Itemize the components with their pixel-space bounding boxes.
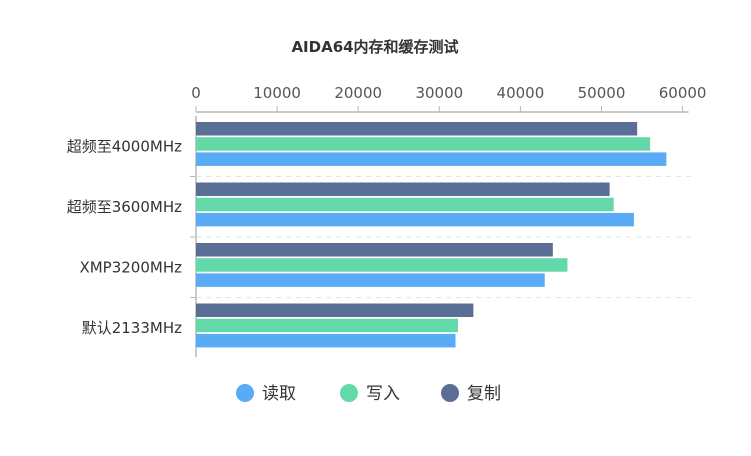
- x-tick-label: 30000: [415, 84, 463, 102]
- legend-label: 复制: [467, 384, 501, 404]
- legend-label: 读取: [262, 384, 296, 404]
- x-tick-label: 10000: [253, 84, 301, 102]
- y-category-label: XMP3200MHz: [79, 258, 182, 276]
- y-category-label: 超频至3600MHz: [67, 198, 182, 216]
- grid-layer: [196, 176, 695, 298]
- bar-1-0: [196, 137, 651, 151]
- x-tick-label: 60000: [659, 84, 707, 102]
- bar-1-3: [196, 318, 458, 333]
- x-tick-label: 20000: [334, 84, 382, 102]
- bars-layer: [196, 122, 667, 348]
- legend-marker: [236, 384, 254, 402]
- axis-layer: 0 10000 20000 30000 40000 50000 60000 超频至4000MH…: [67, 84, 707, 357]
- x-tick-label: 0: [191, 84, 201, 102]
- legend-label: 写入: [366, 384, 400, 404]
- bar-0-1: [196, 212, 634, 227]
- bar-1-1: [196, 197, 614, 212]
- bar-0-0: [196, 152, 667, 166]
- y-category-label: 超频至4000MHz: [67, 137, 182, 155]
- legend-marker: [441, 384, 459, 402]
- bar-0-3: [196, 333, 456, 348]
- x-tick-label: 50000: [578, 84, 626, 102]
- bar-2-3: [196, 303, 474, 317]
- legend-marker: [340, 384, 358, 402]
- legend: 读取 写入 复制: [236, 384, 501, 404]
- y-category-label: 默认2133MHz: [82, 319, 182, 337]
- bar-0-2: [196, 273, 545, 287]
- bar-2-2: [196, 243, 553, 257]
- bar-2-1: [196, 182, 610, 196]
- bar-1-2: [196, 258, 568, 272]
- bar-2-0: [196, 122, 638, 136]
- x-tick-label: 40000: [497, 84, 545, 102]
- chart-title: AIDA64内存和缓存测试: [291, 38, 458, 56]
